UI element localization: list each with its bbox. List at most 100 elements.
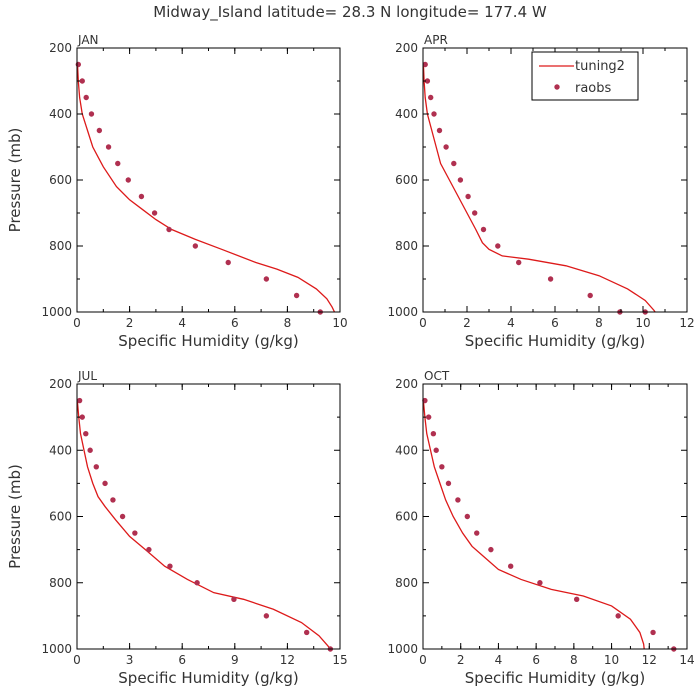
- data-point-raobs: [83, 430, 89, 437]
- y-tick-label: 400: [395, 107, 418, 121]
- data-point-raobs: [537, 580, 543, 586]
- x-tick-label: 6: [231, 316, 239, 330]
- data-point-raobs: [424, 78, 431, 84]
- y-tick-label: 600: [49, 510, 72, 524]
- y-tick-label: 200: [49, 377, 72, 391]
- x-tick-label: 14: [679, 653, 694, 667]
- data-point-raobs: [93, 464, 99, 470]
- x-tick-label: 12: [642, 653, 657, 667]
- data-point-raobs: [76, 397, 83, 404]
- x-tick-label: 6: [551, 316, 559, 330]
- x-tick-label: 4: [495, 653, 503, 667]
- x-tick-label: 0: [419, 653, 427, 667]
- data-point-raobs: [451, 160, 457, 167]
- figure-title: Midway_Island latitude= 28.3 N longitude…: [153, 3, 547, 22]
- data-point-raobs: [151, 210, 158, 216]
- data-point-raobs: [464, 513, 471, 520]
- data-point-raobs: [132, 530, 138, 536]
- data-point-raobs: [465, 193, 471, 200]
- x-tick-label: 15: [332, 653, 347, 667]
- data-point-raobs: [87, 447, 93, 453]
- x-tick-label: 8: [595, 316, 603, 330]
- data-point-raobs: [79, 78, 85, 84]
- panel-title-jul: JUL: [77, 369, 97, 383]
- data-point-raobs: [507, 563, 514, 569]
- data-point-raobs: [119, 513, 126, 520]
- data-point-raobs: [115, 160, 121, 167]
- x-tick-label: 12: [679, 316, 694, 330]
- data-point-raobs: [83, 94, 89, 101]
- panel-title-jan: JAN: [77, 33, 99, 47]
- x-tick-label: 2: [126, 316, 134, 330]
- y-axis-label: Pressure (mb): [6, 128, 24, 233]
- data-point-raobs: [194, 580, 200, 586]
- data-point-raobs: [428, 94, 434, 101]
- plot-frame: [76, 47, 341, 313]
- data-point-raobs: [431, 111, 437, 117]
- x-tick-label: 8: [570, 653, 578, 667]
- plot-frame: [422, 383, 688, 650]
- data-point-raobs: [293, 292, 300, 299]
- y-axis-label: Pressure (mb): [6, 464, 24, 569]
- y-tick-label: 400: [395, 443, 418, 457]
- series-line-tuning2: [423, 400, 645, 649]
- series-line-tuning2: [77, 64, 336, 312]
- legend: tuning2 raobs: [531, 51, 639, 101]
- data-point-raobs: [443, 144, 449, 150]
- y-tick-label: 200: [395, 41, 418, 55]
- data-point-raobs: [167, 563, 173, 569]
- data-point-raobs: [105, 144, 112, 150]
- data-point-raobs: [231, 596, 237, 603]
- data-point-raobs: [436, 127, 443, 134]
- y-tick-label: 800: [395, 239, 418, 253]
- panel-title-apr: APR: [424, 33, 448, 47]
- data-point-raobs: [457, 177, 464, 183]
- y-tick-label: 600: [49, 173, 72, 187]
- data-point-raobs: [102, 480, 108, 487]
- x-axis-label: Specific Humidity (g/kg): [465, 669, 645, 687]
- x-tick-label: 10: [604, 653, 619, 667]
- data-point-raobs: [263, 613, 270, 619]
- data-point-raobs: [146, 546, 152, 553]
- y-tick-label: 1000: [41, 305, 72, 319]
- data-point-raobs: [439, 464, 445, 470]
- y-tick-label: 800: [395, 576, 418, 590]
- y-tick-label: 800: [49, 239, 72, 253]
- data-point-raobs: [79, 414, 85, 420]
- data-point-raobs: [650, 629, 656, 636]
- panel-apr: 0 2 4 6 8 10 12 200 400 600 800 1000 APR Specific Hum…: [387, 33, 694, 350]
- data-point-raobs: [303, 629, 310, 636]
- data-point-raobs: [263, 276, 270, 282]
- data-point-raobs: [430, 430, 437, 437]
- panel-jan: 0 2 4 6 8 10 200 400 600 800 1000 JAN Specific Humid…: [6, 33, 348, 350]
- data-point-raobs: [192, 243, 199, 249]
- data-point-raobs: [166, 226, 172, 233]
- y-tick-label: 1000: [387, 305, 418, 319]
- data-point-raobs: [422, 61, 428, 68]
- x-tick-label: 0: [73, 653, 81, 667]
- x-axis-label: Specific Humidity (g/kg): [465, 332, 645, 350]
- x-tick-label: 6: [532, 653, 540, 667]
- data-point-raobs: [573, 596, 580, 603]
- y-tick-label: 1000: [387, 642, 418, 656]
- y-tick-label: 200: [395, 377, 418, 391]
- plot-frame: [76, 383, 341, 650]
- data-point-raobs: [445, 480, 452, 487]
- data-point-raobs: [110, 497, 116, 503]
- x-axis-label: Specific Humidity (g/kg): [118, 669, 298, 687]
- data-point-raobs: [75, 61, 82, 68]
- legend-box: [531, 51, 639, 101]
- data-point-raobs: [587, 292, 593, 299]
- data-point-raobs: [225, 259, 231, 266]
- x-tick-label: 9: [231, 653, 239, 667]
- y-tick-label: 800: [49, 576, 72, 590]
- panel-title-oct: OCT: [424, 369, 450, 383]
- series-line-tuning2: [77, 400, 332, 649]
- x-tick-label: 12: [280, 653, 295, 667]
- data-point-raobs: [488, 546, 494, 553]
- data-point-raobs: [474, 530, 480, 536]
- data-point-raobs: [615, 613, 621, 619]
- legend-label-model: tuning2: [575, 59, 625, 74]
- y-tick-label: 400: [49, 107, 72, 121]
- data-point-raobs: [138, 193, 145, 200]
